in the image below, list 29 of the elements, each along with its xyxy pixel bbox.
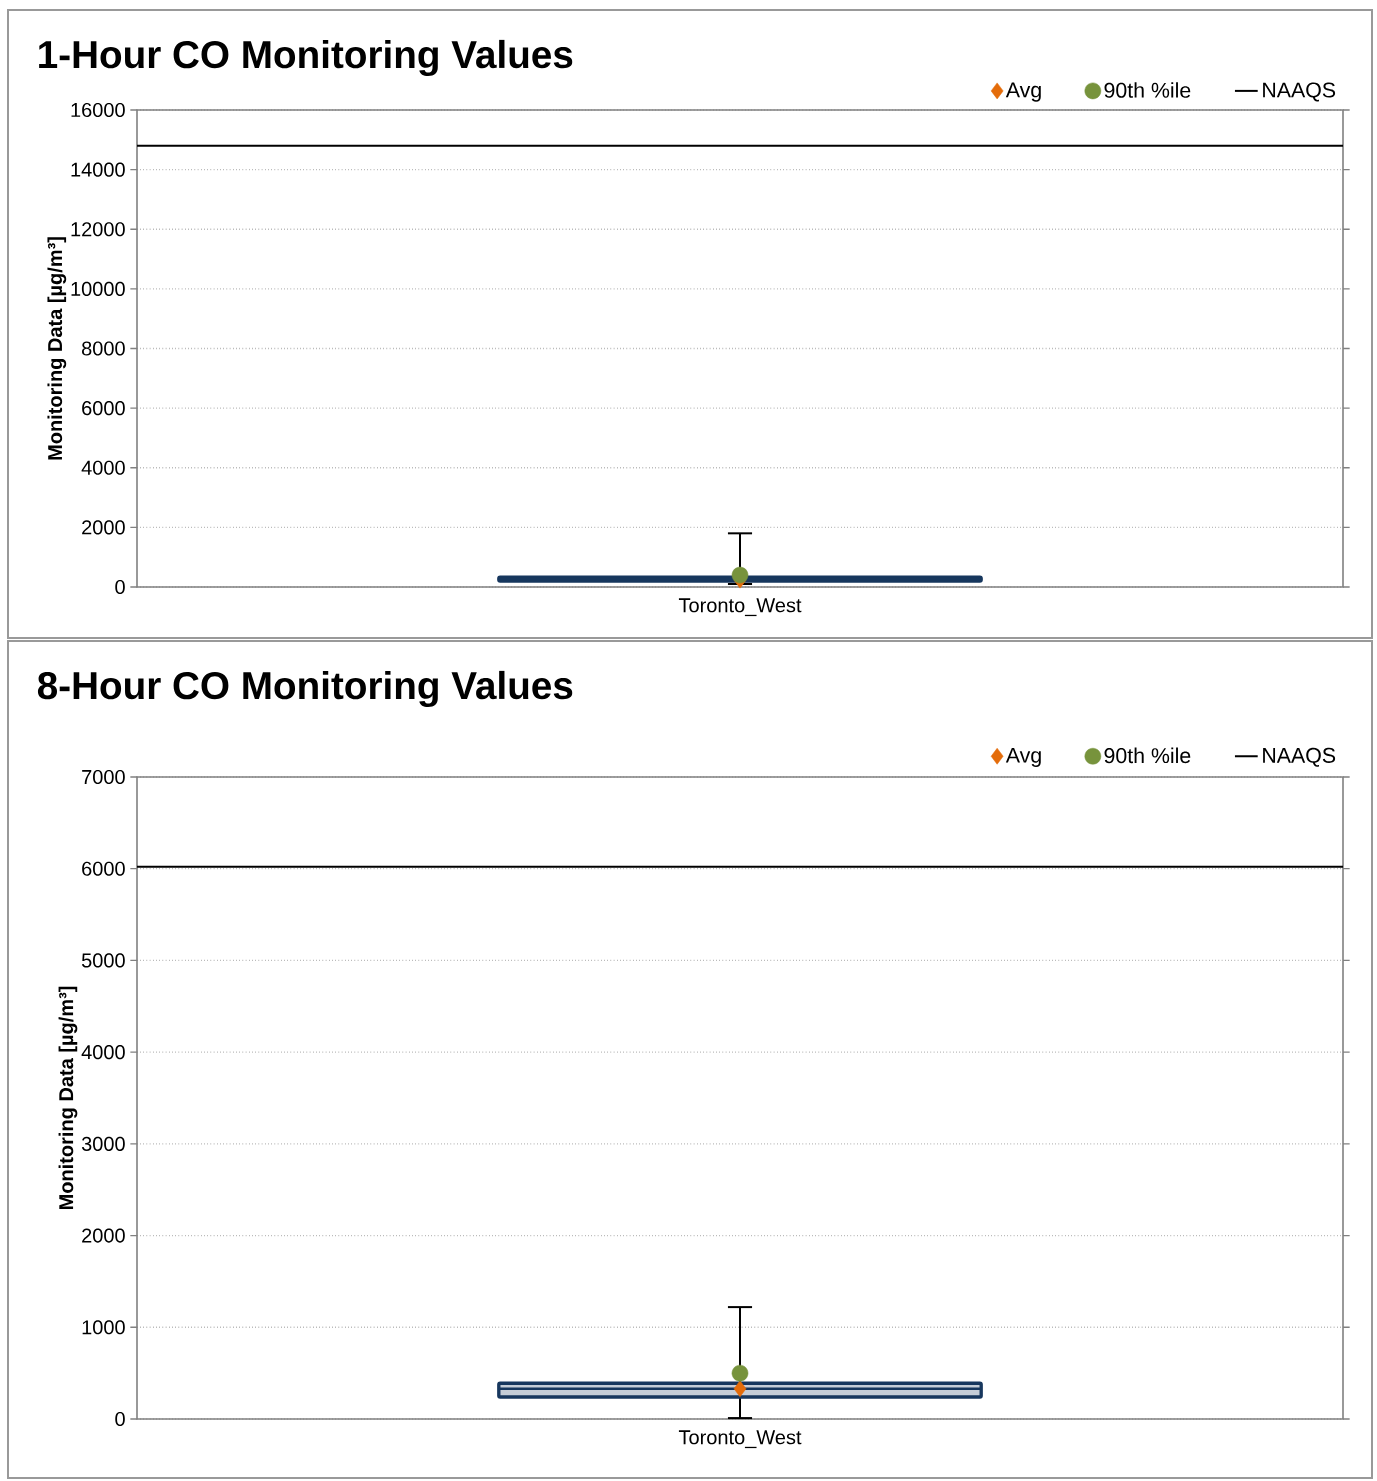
y-tick-label: 2000 xyxy=(82,1228,125,1243)
legend-label: 90th %ile xyxy=(1104,747,1191,764)
chart-title: 1-Hour CO Monitoring Values xyxy=(39,39,573,77)
legend-label: Avg xyxy=(1005,82,1041,102)
y-tick-label: 0 xyxy=(115,1411,125,1427)
legend-label: 90th %ile xyxy=(1104,82,1191,98)
legend-label: NAAQS xyxy=(1263,82,1336,102)
y-tick-label: 2000 xyxy=(82,520,125,535)
y-tick-label: 4000 xyxy=(81,460,125,475)
y-tick-label: 16000 xyxy=(71,102,125,118)
x-tick-label: Toronto_West xyxy=(678,598,802,617)
y-tick-label: 14000 xyxy=(71,162,125,177)
y-tick-label: 10000 xyxy=(71,281,125,296)
legend-label: NAAQS xyxy=(1263,747,1336,767)
y-tick-label: 6000 xyxy=(82,401,125,416)
y-tick-label: 3000 xyxy=(81,1136,125,1151)
x-tick-label: Toronto_West xyxy=(678,1430,802,1449)
y-axis-title: Monitoring Data [µg/m³] xyxy=(47,237,67,460)
y-tick-label: 4000 xyxy=(81,1045,125,1060)
y-tick-label: 5000 xyxy=(81,953,125,968)
y-tick-label: 12000 xyxy=(71,222,125,237)
y-tick-label: 6000 xyxy=(82,861,125,876)
y-tick-label: 0 xyxy=(115,579,125,595)
y-tick-label: 8000 xyxy=(82,341,125,356)
y-axis-title: Monitoring Data [µg/m³] xyxy=(58,986,78,1210)
chart-title: 8-Hour CO Monitoring Values xyxy=(37,670,573,708)
y-tick-label: 7000 xyxy=(82,769,125,785)
y-tick-label: 1000 xyxy=(82,1320,125,1335)
legend-label: Avg xyxy=(1005,747,1041,768)
